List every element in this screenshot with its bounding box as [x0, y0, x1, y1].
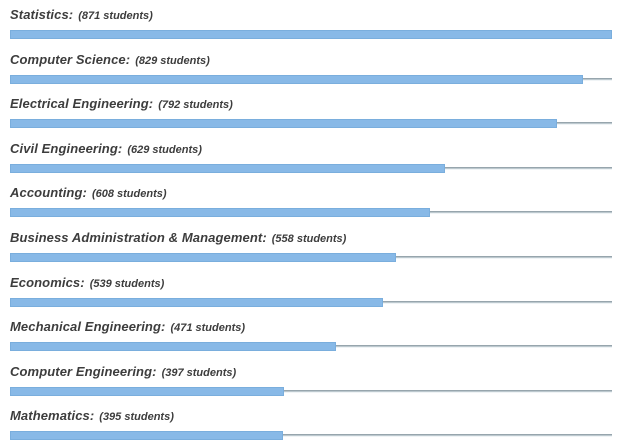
chart-row: Accounting: (608 students)	[0, 178, 640, 223]
value-label: (397 students)	[161, 366, 237, 379]
row-label-line: Business Administration & Management: (55…	[10, 230, 640, 247]
chart-row: Computer Science: (829 students)	[0, 45, 640, 90]
bar-track	[10, 163, 612, 173]
category-label: Accounting:	[10, 185, 87, 201]
category-label: Computer Science:	[10, 51, 131, 67]
bar-track	[10, 208, 612, 218]
bar-track	[10, 297, 612, 307]
chart-row: Statistics: (871 students)	[0, 0, 640, 45]
category-label: Civil Engineering:	[10, 140, 123, 156]
category-label: Statistics:	[10, 7, 74, 22]
bar-fill	[10, 119, 558, 129]
chart-row: Mechanical Engineering: (471 students)	[0, 312, 640, 357]
bar-track-line	[10, 434, 612, 438]
value-label: (829 students)	[135, 54, 210, 67]
value-label: (395 students)	[99, 411, 174, 424]
category-label: Electrical Engineering:	[10, 96, 154, 112]
chart-row: Electrical Engineering: (792 students)	[0, 89, 640, 134]
bar-track	[10, 119, 612, 129]
bar-fill	[10, 386, 285, 396]
row-label-line: Electrical Engineering: (792 students)	[10, 96, 640, 113]
bar-track	[10, 74, 612, 84]
value-label: (608 students)	[91, 188, 167, 201]
row-label-line: Statistics: (871 students)	[10, 7, 640, 24]
row-label-line: Civil Engineering: (629 students)	[10, 141, 640, 158]
bar-track	[10, 386, 612, 396]
chart-row: Computer Engineering: (397 students)	[0, 357, 640, 402]
row-label-line: Mechanical Engineering: (471 students)	[10, 319, 640, 336]
bar-fill	[10, 30, 612, 39]
bar-fill	[10, 163, 445, 173]
chart-row: Mathematics: (395 students)	[0, 401, 640, 446]
bar-track	[10, 431, 612, 441]
category-label: Economics:	[10, 274, 85, 290]
bar-fill	[10, 208, 431, 218]
bar-fill	[10, 252, 396, 262]
chart-row: Economics: (539 students)	[0, 268, 640, 313]
row-label-line: Mathematics: (395 students)	[10, 408, 640, 425]
category-label: Mathematics:	[10, 408, 95, 424]
row-label-line: Accounting: (608 students)	[10, 185, 640, 202]
bar-fill	[10, 297, 383, 307]
chart-row: Civil Engineering: (629 students)	[0, 134, 640, 179]
bar-fill	[10, 74, 583, 84]
bar-fill	[10, 342, 336, 352]
category-label: Computer Engineering:	[10, 363, 157, 379]
bar-track	[10, 252, 612, 262]
value-label: (539 students)	[89, 277, 165, 290]
value-label: (629 students)	[127, 143, 202, 156]
bar-track	[10, 30, 612, 39]
value-label: (558 students)	[271, 232, 347, 245]
row-label-line: Computer Engineering: (397 students)	[10, 364, 640, 381]
category-label: Business Administration & Management:	[10, 229, 267, 245]
chart-row: Business Administration & Management: (55…	[0, 223, 640, 268]
value-label: (792 students)	[158, 99, 233, 112]
bar-track	[10, 342, 612, 352]
category-label: Mechanical Engineering:	[10, 319, 166, 335]
value-label: (471 students)	[170, 322, 246, 335]
bar-fill	[10, 431, 283, 441]
row-label-line: Economics: (539 students)	[10, 275, 640, 292]
value-label: (871 students)	[78, 10, 153, 22]
bar-track-line	[10, 389, 612, 393]
row-label-line: Computer Science: (829 students)	[10, 52, 640, 69]
